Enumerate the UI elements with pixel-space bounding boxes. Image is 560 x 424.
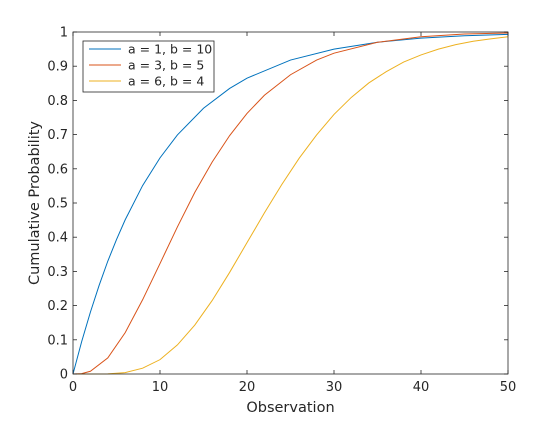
series-layer — [72, 32, 509, 375]
x-axis-label: Observation — [246, 400, 334, 416]
x-tick-label: 50 — [500, 380, 517, 395]
y-tick-label: 0.5 — [47, 197, 68, 212]
x-tick-label: 30 — [326, 380, 343, 395]
ticks-layer: 0 10 20 30 40 50 0 0.1 0.2 0.3 0.4 0.5 0.6 0.7 0.8 0.9 1 — [47, 26, 516, 396]
series-line-3 — [72, 36, 509, 375]
legend-label-2: a = 3, b = 5 — [128, 58, 204, 73]
series-line-2 — [72, 32, 509, 375]
y-tick-label: 0.4 — [47, 231, 68, 246]
x-tick-label: 40 — [413, 380, 430, 395]
y-tick-label: 0.2 — [47, 299, 68, 314]
x-tick-label: 0 — [69, 380, 77, 395]
y-tick-label: 0.7 — [47, 128, 68, 143]
y-tick-label: 0.9 — [47, 60, 68, 75]
y-tick-label: 0.8 — [47, 94, 68, 109]
y-tick-label: 0.1 — [47, 333, 68, 348]
x-tick-label: 10 — [152, 380, 169, 395]
y-tick-label: 0.3 — [47, 265, 68, 280]
y-axis-label: Cumulative Probability — [27, 121, 43, 285]
y-tick-label: 0 — [60, 368, 68, 383]
x-tick-label: 20 — [239, 380, 256, 395]
legend-label-1: a = 1, b = 10 — [128, 42, 212, 57]
legend-label-3: a = 6, b = 4 — [128, 74, 204, 89]
y-tick-label: 0.6 — [47, 162, 68, 177]
legend-entries: a = 1, b = 10a = 3, b = 5a = 6, b = 4 — [89, 42, 212, 89]
y-tick-label: 1 — [60, 26, 68, 41]
legend: a = 1, b = 10a = 3, b = 5a = 6, b = 4 — [82, 40, 215, 93]
